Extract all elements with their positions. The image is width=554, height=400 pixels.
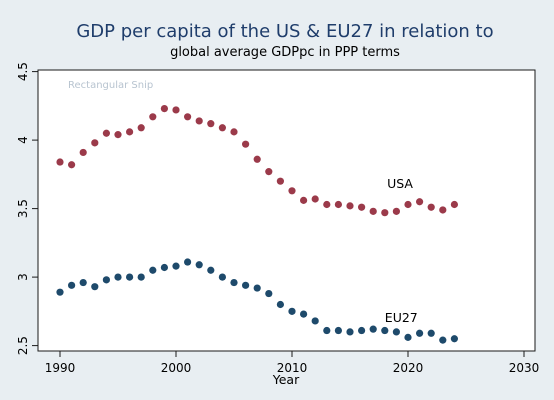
x-axis-title: Year bbox=[272, 372, 300, 387]
eu27-point bbox=[416, 329, 424, 337]
eu27-point bbox=[439, 336, 447, 344]
usa-point bbox=[404, 200, 412, 209]
usa-point bbox=[218, 124, 226, 132]
chart-subtitle: global average GDPpc in PPP terms bbox=[170, 45, 400, 60]
usa-point bbox=[68, 161, 76, 169]
eu27-point bbox=[288, 307, 296, 315]
usa-point bbox=[207, 120, 215, 128]
usa-point bbox=[230, 128, 238, 136]
usa-point bbox=[91, 139, 99, 147]
eu27-point bbox=[450, 335, 458, 343]
usa-point bbox=[346, 202, 354, 210]
axes: 1990 2000 2010 2020 2030 2.5 3 3.5 4 4.5 bbox=[16, 62, 539, 375]
usa-point bbox=[288, 187, 296, 195]
y-tick-label: 4 bbox=[16, 136, 30, 144]
y-tick-label: 4.5 bbox=[16, 62, 30, 81]
usa-point bbox=[323, 200, 331, 209]
eu27-point bbox=[56, 288, 64, 296]
x-tick-label: 2000 bbox=[161, 361, 192, 375]
eu27-point bbox=[381, 326, 389, 335]
usa-point bbox=[242, 140, 250, 148]
eu27-point bbox=[137, 273, 145, 281]
usa-point bbox=[126, 128, 134, 136]
eu27-point bbox=[300, 310, 308, 318]
usa-point bbox=[149, 113, 157, 121]
x-tick-label: 2030 bbox=[509, 361, 540, 375]
x-tick-label: 2010 bbox=[277, 361, 308, 375]
usa-point bbox=[265, 168, 273, 176]
eu27-point bbox=[160, 263, 168, 272]
usa-point bbox=[195, 117, 203, 125]
usa-point bbox=[334, 200, 342, 209]
y-tick-label: 3 bbox=[16, 273, 30, 281]
eu27-point bbox=[230, 278, 238, 287]
series-label: EU27 bbox=[385, 310, 418, 325]
eu27-point bbox=[184, 258, 192, 266]
usa-point bbox=[114, 131, 122, 139]
usa-point bbox=[300, 196, 308, 204]
usa-point bbox=[253, 155, 261, 163]
eu27-point bbox=[172, 262, 180, 270]
y-tick-label: 3.5 bbox=[16, 199, 30, 218]
eu27-point bbox=[265, 289, 273, 298]
usa-point bbox=[381, 209, 389, 217]
eu27-point bbox=[334, 326, 342, 335]
eu27-point bbox=[242, 281, 250, 289]
y-tick-label: 2.5 bbox=[16, 336, 30, 355]
eu27-point bbox=[149, 266, 157, 274]
usa-point bbox=[276, 177, 284, 185]
eu27-point bbox=[79, 278, 87, 287]
usa-point bbox=[369, 207, 377, 215]
usa-point bbox=[427, 203, 435, 211]
usa-point bbox=[392, 207, 400, 215]
usa-point bbox=[416, 198, 424, 206]
plot-area bbox=[37, 69, 536, 352]
x-tick-label: 1990 bbox=[45, 361, 76, 375]
eu27-point bbox=[253, 284, 261, 292]
eu27-point bbox=[207, 266, 215, 274]
series-label: USA bbox=[387, 176, 413, 191]
usa-point bbox=[172, 106, 180, 114]
eu27-point bbox=[346, 328, 354, 336]
usa-point bbox=[311, 195, 319, 203]
usa-point bbox=[358, 203, 366, 211]
eu27-point bbox=[427, 329, 435, 337]
eu27-point bbox=[68, 281, 76, 289]
eu27-point bbox=[218, 273, 226, 281]
usa-point bbox=[439, 206, 447, 214]
eu27-point bbox=[369, 325, 377, 333]
usa-point bbox=[184, 113, 192, 121]
marks: USA EU27 bbox=[56, 104, 458, 344]
eu27-point bbox=[276, 300, 284, 309]
eu27-point bbox=[126, 273, 134, 281]
chart-title: GDP per capita of the US & EU27 in relat… bbox=[76, 21, 493, 42]
usa-point bbox=[160, 104, 168, 113]
ghost-text: Rectangular Snip bbox=[68, 80, 153, 91]
eu27-point bbox=[91, 283, 99, 291]
usa-point bbox=[137, 124, 145, 132]
usa-point bbox=[102, 129, 110, 137]
eu27-point bbox=[195, 261, 203, 269]
usa-point bbox=[450, 200, 458, 209]
eu27-point bbox=[358, 326, 366, 335]
usa-point bbox=[79, 148, 87, 157]
x-tick-label: 2020 bbox=[393, 361, 424, 375]
eu27-point bbox=[323, 326, 331, 335]
eu27-point bbox=[102, 276, 110, 284]
eu27-point bbox=[392, 328, 400, 336]
eu27-point bbox=[311, 317, 319, 325]
usa-point bbox=[56, 158, 64, 166]
eu27-point bbox=[404, 333, 412, 341]
eu27-point bbox=[114, 273, 122, 281]
